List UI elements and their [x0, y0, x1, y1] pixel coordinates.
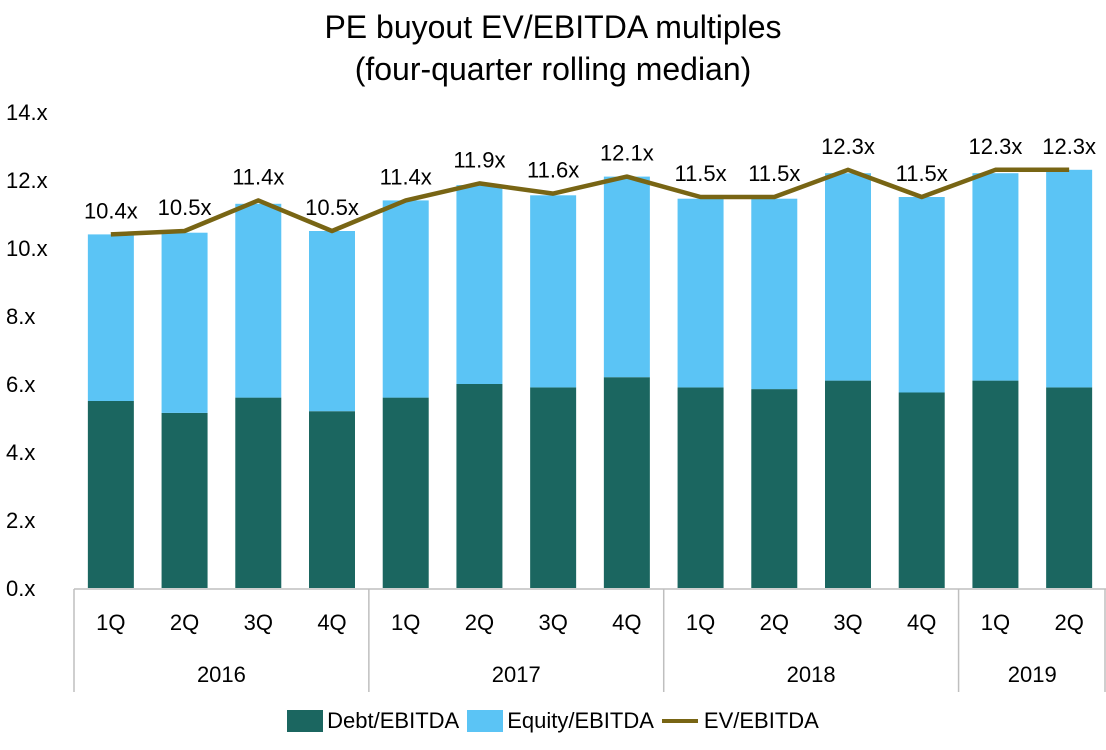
- legend-swatch-ev: [661, 719, 698, 723]
- bar-debt: [825, 380, 871, 588]
- bar-debt: [1046, 387, 1093, 588]
- bar-debt: [235, 397, 282, 588]
- y-tick-label: 0.x: [6, 576, 35, 601]
- bar-debt: [87, 401, 134, 588]
- data-label-ev: 12.3x: [1042, 134, 1096, 159]
- bar-debt: [751, 389, 798, 588]
- bar-equity: [751, 198, 798, 390]
- bar-equity: [677, 198, 724, 388]
- x-tick-label: 1Q: [96, 610, 125, 635]
- bar-debt: [456, 384, 503, 588]
- x-tick-label: 1Q: [391, 610, 420, 635]
- legend-label-equity: Equity/EBITDA: [507, 708, 654, 733]
- y-tick-label: 4.x: [6, 440, 35, 465]
- x-tick-label: 2Q: [170, 610, 199, 635]
- x-tick-label: 1Q: [981, 610, 1010, 635]
- bar-debt: [382, 397, 429, 588]
- line-ev-ebitda: [110, 167, 1070, 237]
- bar-equity: [972, 173, 1019, 381]
- bar-debt: [677, 387, 724, 588]
- bar-debt: [530, 387, 577, 588]
- x-group-label: 2017: [492, 662, 541, 687]
- bar-equity: [382, 200, 429, 398]
- bar-equity: [161, 232, 208, 413]
- data-label-ev: 11.5x: [896, 161, 948, 186]
- x-tick-label: 4Q: [317, 610, 346, 635]
- y-tick-label: 10.x: [6, 236, 48, 261]
- x-tick-label: 3Q: [538, 610, 567, 635]
- data-label-ev: 12.3x: [969, 134, 1023, 159]
- chart-title-line: PE buyout EV/EBITDA multiples: [324, 9, 782, 45]
- legend-swatch-equity: [467, 710, 504, 732]
- y-tick-label: 6.x: [6, 372, 35, 397]
- x-tick-label: 3Q: [244, 610, 273, 635]
- x-tick-label: 2Q: [465, 610, 494, 635]
- bar-equity: [825, 173, 871, 381]
- x-group-label: 2019: [1008, 662, 1057, 687]
- legend-item-ev: EV/EBITDA: [661, 708, 819, 734]
- data-label-ev: 10.4x: [84, 198, 138, 223]
- data-label-ev: 12.3x: [821, 134, 875, 159]
- bar-equity: [87, 234, 134, 401]
- data-label-ev: 11.5x: [748, 161, 800, 186]
- y-tick-label: 12.x: [6, 168, 48, 193]
- bar-equity: [309, 231, 355, 412]
- x-tick-label: 4Q: [907, 610, 936, 635]
- x-tick-label: 2Q: [760, 610, 789, 635]
- chart-title: PE buyout EV/EBITDA multiples (four-quar…: [0, 6, 1106, 90]
- bar-debt: [603, 377, 650, 588]
- data-label-ev: 12.1x: [600, 141, 654, 166]
- bar-debt: [898, 392, 945, 588]
- y-tick-label: 14.x: [6, 100, 48, 125]
- data-label-ev: 11.4x: [232, 164, 284, 189]
- legend-label-ev: EV/EBITDA: [703, 708, 819, 733]
- data-label-ev: 11.9x: [453, 147, 505, 172]
- bar-equity: [1046, 169, 1093, 388]
- bar-equity: [603, 176, 650, 378]
- bar-debt: [972, 380, 1019, 588]
- bar-equity: [235, 203, 282, 398]
- x-tick-label: 4Q: [612, 610, 641, 635]
- y-tick-label: 8.x: [6, 304, 35, 329]
- bar-equity: [898, 197, 945, 393]
- data-label-ev: 11.5x: [674, 161, 726, 186]
- legend-item-equity: Equity/EBITDA: [467, 708, 654, 734]
- x-group-label: 2018: [787, 662, 836, 687]
- data-label-ev: 10.5x: [158, 195, 212, 220]
- legend-label-debt: Debt/EBITDA: [327, 708, 460, 733]
- bar-equity: [530, 195, 577, 388]
- y-tick-label: 2.x: [6, 508, 35, 533]
- legend-item-debt: Debt/EBITDA: [287, 708, 459, 734]
- x-tick-label: 2Q: [1054, 610, 1083, 635]
- chart-legend: Debt/EBITDA Equity/EBITDA EV/EBITDA: [0, 708, 1106, 734]
- bar-debt: [161, 412, 208, 588]
- x-tick-label: 1Q: [686, 610, 715, 635]
- data-label-ev: 10.5x: [305, 195, 359, 220]
- bar-equity: [456, 185, 503, 384]
- data-label-ev: 11.4x: [380, 164, 432, 189]
- data-label-ev: 11.6x: [527, 158, 579, 183]
- x-group-label: 2016: [197, 662, 246, 687]
- bar-debt: [309, 411, 355, 588]
- x-tick-label: 3Q: [833, 610, 862, 635]
- chart-subtitle-line: (four-quarter rolling median): [354, 51, 752, 87]
- legend-swatch-debt: [287, 710, 324, 732]
